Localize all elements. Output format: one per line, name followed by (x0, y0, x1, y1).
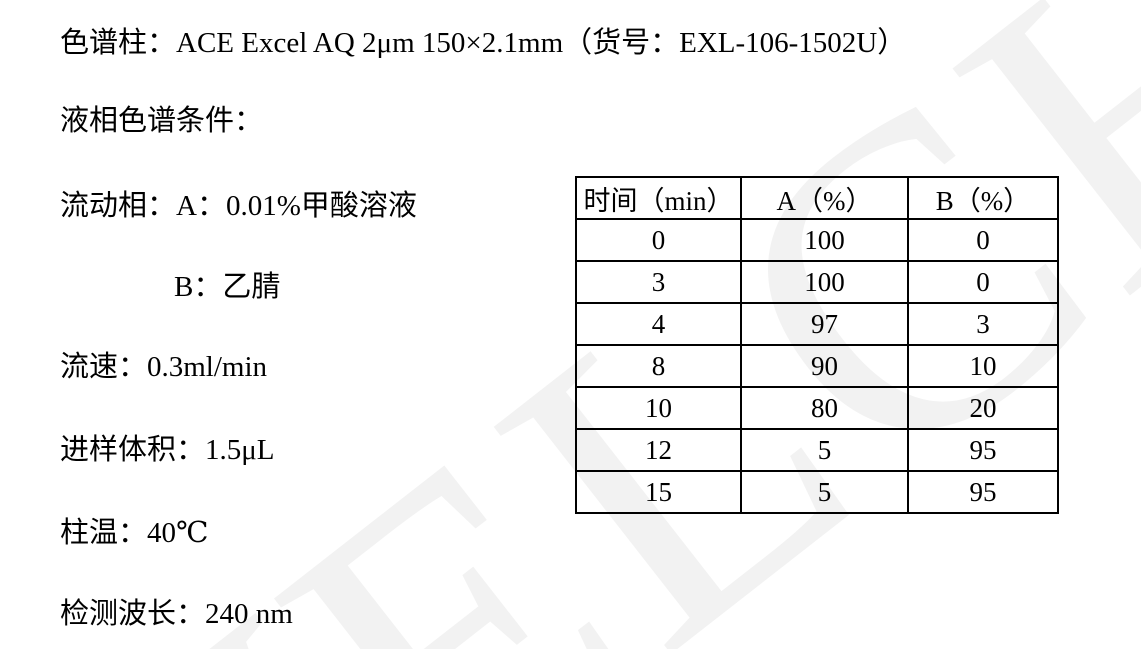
gradient-table: 时间（min） A（%） B（%） 0 100 0 3 100 0 4 97 3 (575, 176, 1059, 514)
table-cell-time: 8 (575, 344, 742, 388)
table-cell-b: 3 (907, 302, 1059, 346)
table-cell-a: 5 (740, 428, 909, 472)
table-row: 10 80 20 (575, 386, 1059, 430)
table-cell-a: 80 (740, 386, 909, 430)
table-cell-a: 100 (740, 218, 909, 262)
table-cell-b: 20 (907, 386, 1059, 430)
table-cell-time: 0 (575, 218, 742, 262)
table-cell-b: 95 (907, 428, 1059, 472)
mobile-phase-a-line: 流动相：A：0.01%甲酸溶液 (60, 190, 417, 222)
table-cell-time: 4 (575, 302, 742, 346)
flow-rate-line: 流速：0.3ml/min (60, 351, 268, 383)
table-row: 4 97 3 (575, 302, 1059, 346)
table-row: 3 100 0 (575, 260, 1059, 304)
detection-wavelength-line: 检测波长：240 nm (60, 598, 293, 630)
mobile-phase-b-line: B：乙腈 (174, 271, 281, 303)
table-cell-time: 3 (575, 260, 742, 304)
table-cell-a: 100 (740, 260, 909, 304)
table-row: 12 5 95 (575, 428, 1059, 472)
table-cell-b: 95 (907, 470, 1059, 514)
table-cell-b: 0 (907, 218, 1059, 262)
table-row: 8 90 10 (575, 344, 1059, 388)
table-cell-time: 15 (575, 470, 742, 514)
header-b-percent: B（%） (907, 176, 1059, 220)
table-cell-b: 10 (907, 344, 1059, 388)
header-time-min: 时间（min） (575, 176, 742, 220)
table-cell-time: 12 (575, 428, 742, 472)
table-cell-a: 97 (740, 302, 909, 346)
gradient-table-header-row: 时间（min） A（%） B（%） (575, 176, 1059, 220)
table-cell-b: 0 (907, 260, 1059, 304)
table-cell-time: 10 (575, 386, 742, 430)
table-cell-a: 5 (740, 470, 909, 514)
injection-volume-line: 进样体积：1.5μL (60, 434, 275, 466)
column-temperature-line: 柱温：40℃ (60, 517, 209, 549)
hplc-conditions-title: 液相色谱条件： (60, 105, 264, 137)
table-cell-a: 90 (740, 344, 909, 388)
column-info-line: 色谱柱：ACE Excel AQ 2μm 150×2.1mm（货号：EXL-10… (60, 27, 907, 59)
table-row: 15 5 95 (575, 470, 1059, 514)
header-a-percent: A（%） (740, 176, 909, 220)
table-row: 0 100 0 (575, 218, 1059, 262)
